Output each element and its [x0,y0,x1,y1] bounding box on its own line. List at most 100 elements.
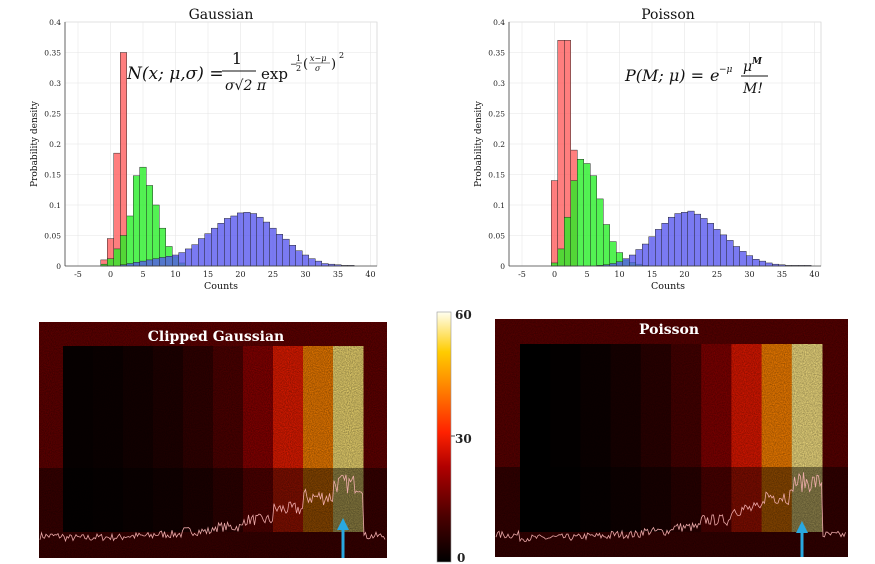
histogram-bar [185,248,192,267]
y-tick-labels: 0 0.05 0.1 0.15 0.2 0.25 0.3 0.35 0.4 [488,18,505,271]
svg-text:2: 2 [296,64,301,73]
x-tick-label: 0 [108,270,113,279]
y-tick-label: 0.2 [493,140,505,149]
axes [508,22,821,267]
histogram-bar [126,215,134,267]
histogram-bar [603,224,610,267]
noise-texture [495,319,848,557]
svg-text:x−μ: x−μ [310,54,326,63]
y-tick-label: 0.4 [49,18,61,27]
y-tick-label: 0 [500,262,505,271]
gaussian-formula: N(x; μ,σ) = 1 σ√2 π exp − 1 2 ( x−μ σ ) … [126,49,344,94]
y-tick-label: 0.1 [493,201,505,210]
svg-text:σ: σ [315,64,321,73]
histogram-bar [596,198,604,267]
x-axis-label: Counts [204,281,238,292]
histogram-bar [564,216,571,267]
x-tick-label: 5 [584,270,589,279]
histogram-bar [746,255,753,267]
histogram-bar [674,213,682,267]
histogram-bar [146,259,153,267]
poisson-heatmap: Poisson [495,319,848,557]
histogram-bar [583,163,591,267]
histogram-bar [700,218,708,267]
svg-text:M: M [751,57,763,67]
histogram-bar [178,252,186,267]
clipped-gaussian-heatmap: Clipped Gaussian [39,322,387,558]
histogram-bar [315,260,322,267]
histogram-bars [100,52,355,267]
x-tick-label: 35 [333,270,343,279]
histogram-bar [120,52,127,267]
svg-text:μ: μ [743,59,752,75]
histogram-bar [289,245,296,267]
histogram-bar [159,257,166,267]
histogram-bar [642,243,649,267]
histogram-bar [107,258,114,267]
heatmap-title: Poisson [639,322,699,338]
y-tick-labels: 0 0.05 0.1 0.15 0.2 0.25 0.3 0.35 0.4 [44,18,61,271]
x-tick-label: 30 [744,270,754,279]
histogram-bar [152,204,160,267]
x-tick-label: 10 [170,270,180,279]
x-tick-label: 40 [365,270,375,279]
y-tick-label: 0.05 [44,232,61,241]
colorbar-tick-mid: 30 [455,432,472,446]
histogram-bars [551,40,812,267]
histogram-bar [276,234,283,267]
histogram-bar [720,234,727,267]
x-tick-label: -5 [74,270,82,279]
x-tick-label: 15 [203,270,213,279]
x-tick-labels: -5 0 5 10 15 20 25 30 35 40 [518,270,819,279]
y-tick-label: 0.15 [44,171,61,180]
histogram-bar [237,212,244,267]
histogram-bar [217,223,225,267]
arrow-icon [337,518,349,558]
svg-text:1: 1 [296,54,301,63]
y-tick-label: 0.15 [488,171,505,180]
intensity-profile-trace [39,474,386,543]
histogram-bar [152,258,160,267]
histogram-bar [295,250,303,267]
histogram-bar [655,229,662,267]
histogram-bar [759,260,766,267]
histogram-bar [198,238,205,267]
intensity-profile-trace [495,472,846,543]
histogram-bar [139,260,147,267]
histogram-bar [172,254,179,267]
histogram-bar [557,40,565,267]
svg-text:1: 1 [232,49,242,68]
x-tick-label: 25 [712,270,722,279]
histogram-bar [557,248,565,267]
histogram-bar [250,213,257,267]
svg-text:N(x; μ,σ) =: N(x; μ,σ) = [126,64,224,84]
svg-text:exp: exp [261,65,288,83]
histogram-bar [243,212,251,267]
histogram-bar [733,246,740,267]
chart-title: Poisson [641,7,695,23]
x-tick-label: 5 [140,270,145,279]
x-tick-label: 35 [777,270,787,279]
histogram-bar [687,210,695,267]
chart-title: Gaussian [189,7,254,23]
svg-text:P(M; μ) =: P(M; μ) = [624,66,704,85]
svg-text:(: ( [303,57,308,72]
colorbar-scale [436,311,452,563]
svg-text:e: e [710,66,719,85]
svg-text:−: − [290,60,298,70]
x-axis-label: Counts [651,281,685,292]
y-tick-label: 0 [56,262,61,271]
heatmap-title: Clipped Gaussian [148,329,284,345]
noise-texture [39,322,387,558]
x-tick-label: 0 [552,270,557,279]
histogram-bar [230,215,238,267]
histogram-bar [191,244,199,267]
x-tick-label: 25 [268,270,278,279]
y-tick-label: 0.1 [49,201,61,210]
histogram-bar [752,259,760,267]
histogram-bar [165,256,173,267]
profile-band [495,467,848,557]
histogram-bar [648,236,656,267]
y-axis-label: Probability density [474,100,484,187]
histogram-bar [765,262,773,267]
